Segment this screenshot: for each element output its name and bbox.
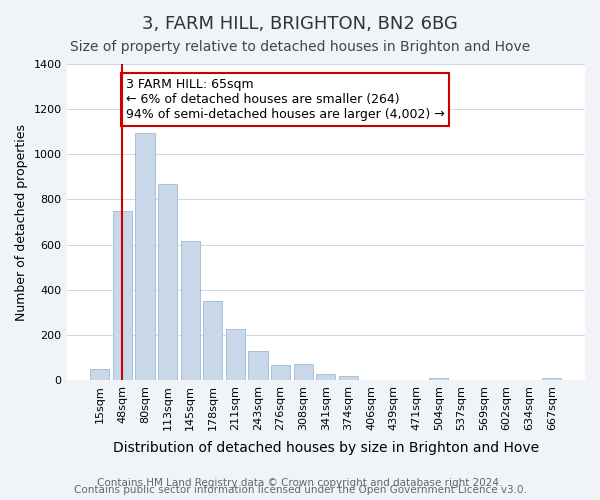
Bar — [158, 184, 177, 380]
Bar — [271, 366, 290, 380]
Text: 3 FARM HILL: 65sqm
← 6% of detached houses are smaller (264)
94% of semi-detache: 3 FARM HILL: 65sqm ← 6% of detached hous… — [126, 78, 445, 120]
Bar — [90, 368, 109, 380]
Text: Contains HM Land Registry data © Crown copyright and database right 2024.: Contains HM Land Registry data © Crown c… — [97, 478, 503, 488]
Text: 3, FARM HILL, BRIGHTON, BN2 6BG: 3, FARM HILL, BRIGHTON, BN2 6BG — [142, 15, 458, 33]
Bar — [226, 328, 245, 380]
Bar — [542, 378, 562, 380]
Bar — [203, 301, 223, 380]
Bar — [113, 210, 132, 380]
Bar — [293, 364, 313, 380]
Bar — [181, 241, 200, 380]
Bar — [429, 378, 448, 380]
Text: Size of property relative to detached houses in Brighton and Hove: Size of property relative to detached ho… — [70, 40, 530, 54]
Bar — [136, 133, 155, 380]
Bar — [339, 376, 358, 380]
X-axis label: Distribution of detached houses by size in Brighton and Hove: Distribution of detached houses by size … — [113, 441, 539, 455]
Bar — [248, 350, 268, 380]
Bar — [316, 374, 335, 380]
Y-axis label: Number of detached properties: Number of detached properties — [15, 124, 28, 320]
Text: Contains public sector information licensed under the Open Government Licence v3: Contains public sector information licen… — [74, 485, 526, 495]
